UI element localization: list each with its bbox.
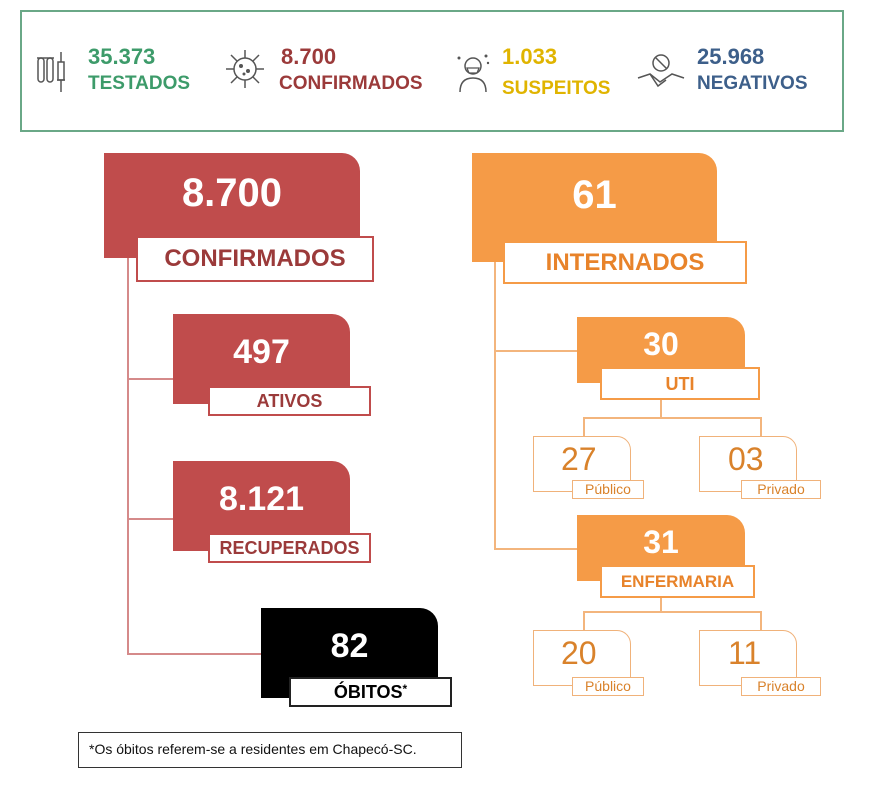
enfermaria-split-right xyxy=(760,611,762,630)
uti-split-bar xyxy=(583,417,761,419)
confirmados-stat-value: 8.700 xyxy=(281,44,337,69)
confirmados-label-box: CONFIRMADOS xyxy=(136,236,374,282)
enfermaria-value: 31 xyxy=(643,524,679,560)
ativos-value: 497 xyxy=(233,333,290,371)
confirmados-label: CONFIRMADOS xyxy=(164,245,346,272)
test-tubes-syringe-icon xyxy=(37,52,65,92)
suspeitos-value: 1.033 xyxy=(502,44,558,69)
enfermaria-publico-value: 20 xyxy=(561,635,597,671)
obitos-footnote: *Os óbitos referem-se a residentes em Ch… xyxy=(78,732,462,768)
sick-person-icon xyxy=(457,54,490,93)
negativos-value: 25.968 xyxy=(697,44,765,69)
branch-uti xyxy=(494,350,578,352)
branch-ativos xyxy=(127,378,173,380)
uti-value: 30 xyxy=(643,326,679,362)
internados-label: INTERNADOS xyxy=(545,249,705,276)
internados-label-box: INTERNADOS xyxy=(503,241,747,284)
obitos-label-box: ÓBITOS* xyxy=(289,677,452,707)
uti-publico-value: 27 xyxy=(561,441,597,477)
uti-label-box: UTI xyxy=(600,367,760,400)
enfermaria-split-stem xyxy=(660,598,662,612)
negativos-label: NEGATIVOS xyxy=(697,73,808,94)
uti-publico-label: Público xyxy=(572,480,644,499)
obitos-asterisk: * xyxy=(402,682,408,696)
obitos-value: 82 xyxy=(330,627,369,665)
uti-split-left xyxy=(583,417,585,436)
stats-summary-box xyxy=(20,10,844,132)
uti-split-stem xyxy=(660,400,662,418)
confirmados-stat-label: CONFIRMADOS xyxy=(279,73,423,94)
suspeitos-label: SUSPEITOS xyxy=(502,78,611,99)
enfermaria-split-bar xyxy=(583,611,761,613)
tree-trunk-right xyxy=(494,262,496,549)
enfermaria-label: ENFERMARIA xyxy=(620,572,735,591)
enfermaria-publico-box xyxy=(533,630,631,686)
uti-privado-label: Privado xyxy=(741,480,821,499)
enfermaria-label-box: ENFERMARIA xyxy=(600,565,755,598)
ativos-label-box: ATIVOS xyxy=(208,386,371,416)
ativos-label: ATIVOS xyxy=(256,391,323,411)
enfermaria-privado-value: 11 xyxy=(728,635,762,671)
obitos-label: ÓBITOS xyxy=(333,682,403,702)
branch-obitos xyxy=(127,653,261,655)
internados-value: 61 xyxy=(572,173,617,217)
uti-privado-value: 03 xyxy=(728,441,764,477)
branch-recuperados xyxy=(127,518,173,520)
tree-trunk-left xyxy=(127,258,129,654)
enfermaria-privado-label: Privado xyxy=(741,677,821,696)
recuperados-label: RECUPERADOS xyxy=(219,538,360,558)
testados-value: 35.373 xyxy=(88,44,156,69)
branch-enfermaria xyxy=(494,548,578,550)
uti-split-right xyxy=(760,417,762,436)
handshake-no-virus-icon xyxy=(637,54,685,88)
testados-label: TESTADOS xyxy=(88,73,191,94)
recuperados-value: 8.121 xyxy=(218,480,305,518)
enfermaria-publico-label: Público xyxy=(572,677,644,696)
enfermaria-split-left xyxy=(583,611,585,630)
uti-label: UTI xyxy=(665,374,695,394)
recuperados-label-box: RECUPERADOS xyxy=(208,533,371,563)
virus-icon xyxy=(226,50,264,88)
confirmados-value: 8.700 xyxy=(181,171,283,215)
